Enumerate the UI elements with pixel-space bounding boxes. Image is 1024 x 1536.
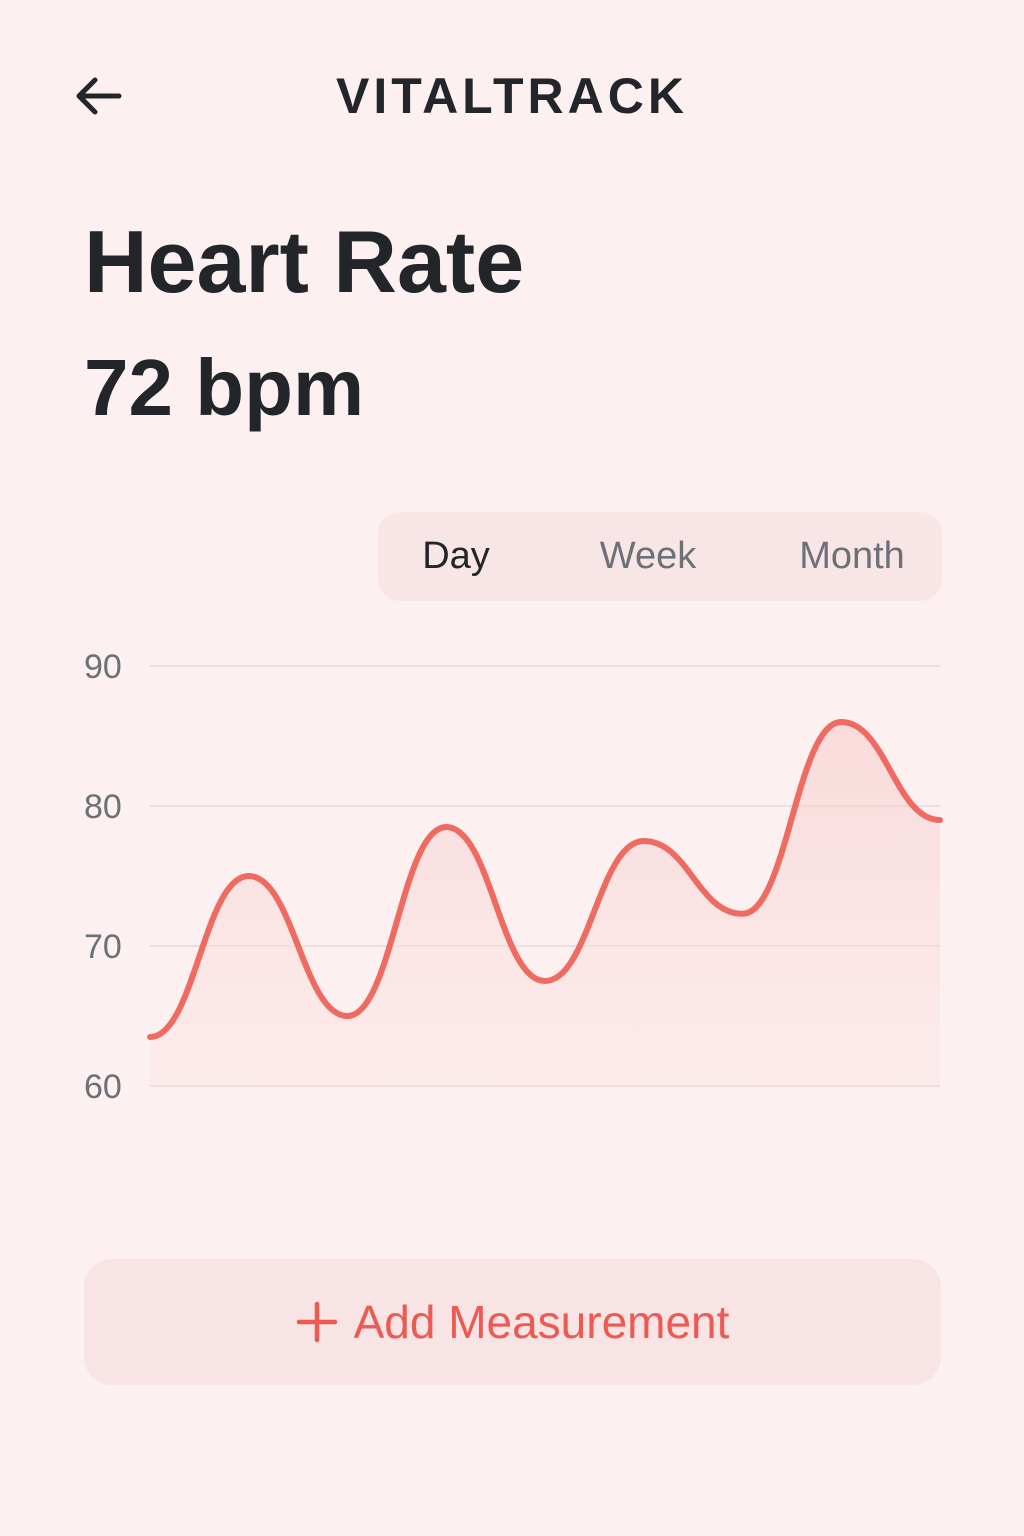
- y-tick-label: 90: [84, 648, 122, 686]
- series-line: [147, 719, 943, 1040]
- back-button[interactable]: [66, 68, 130, 124]
- add-measurement-label: Add Measurement: [353, 1296, 730, 1348]
- time-range-selector: Day Week Month: [378, 512, 942, 601]
- series-area: [150, 722, 940, 1086]
- y-tick-label: 80: [84, 788, 122, 826]
- app-title: VITALTRACK: [336, 68, 688, 124]
- y-tick-label: 60: [84, 1068, 122, 1106]
- tab-week[interactable]: Week: [599, 535, 697, 577]
- plus-icon: [296, 1301, 337, 1343]
- metric-title: Heart Rate: [84, 212, 525, 311]
- arrow-left-icon: [76, 77, 122, 115]
- heart-rate-chart: 90 80 70 60: [84, 648, 943, 1106]
- y-tick-label: 70: [84, 928, 122, 966]
- metric-value: 72 bpm: [84, 343, 365, 432]
- tab-month[interactable]: Month: [799, 535, 905, 577]
- tab-day[interactable]: Day: [422, 535, 490, 577]
- add-measurement-button[interactable]: Add Measurement: [84, 1259, 941, 1385]
